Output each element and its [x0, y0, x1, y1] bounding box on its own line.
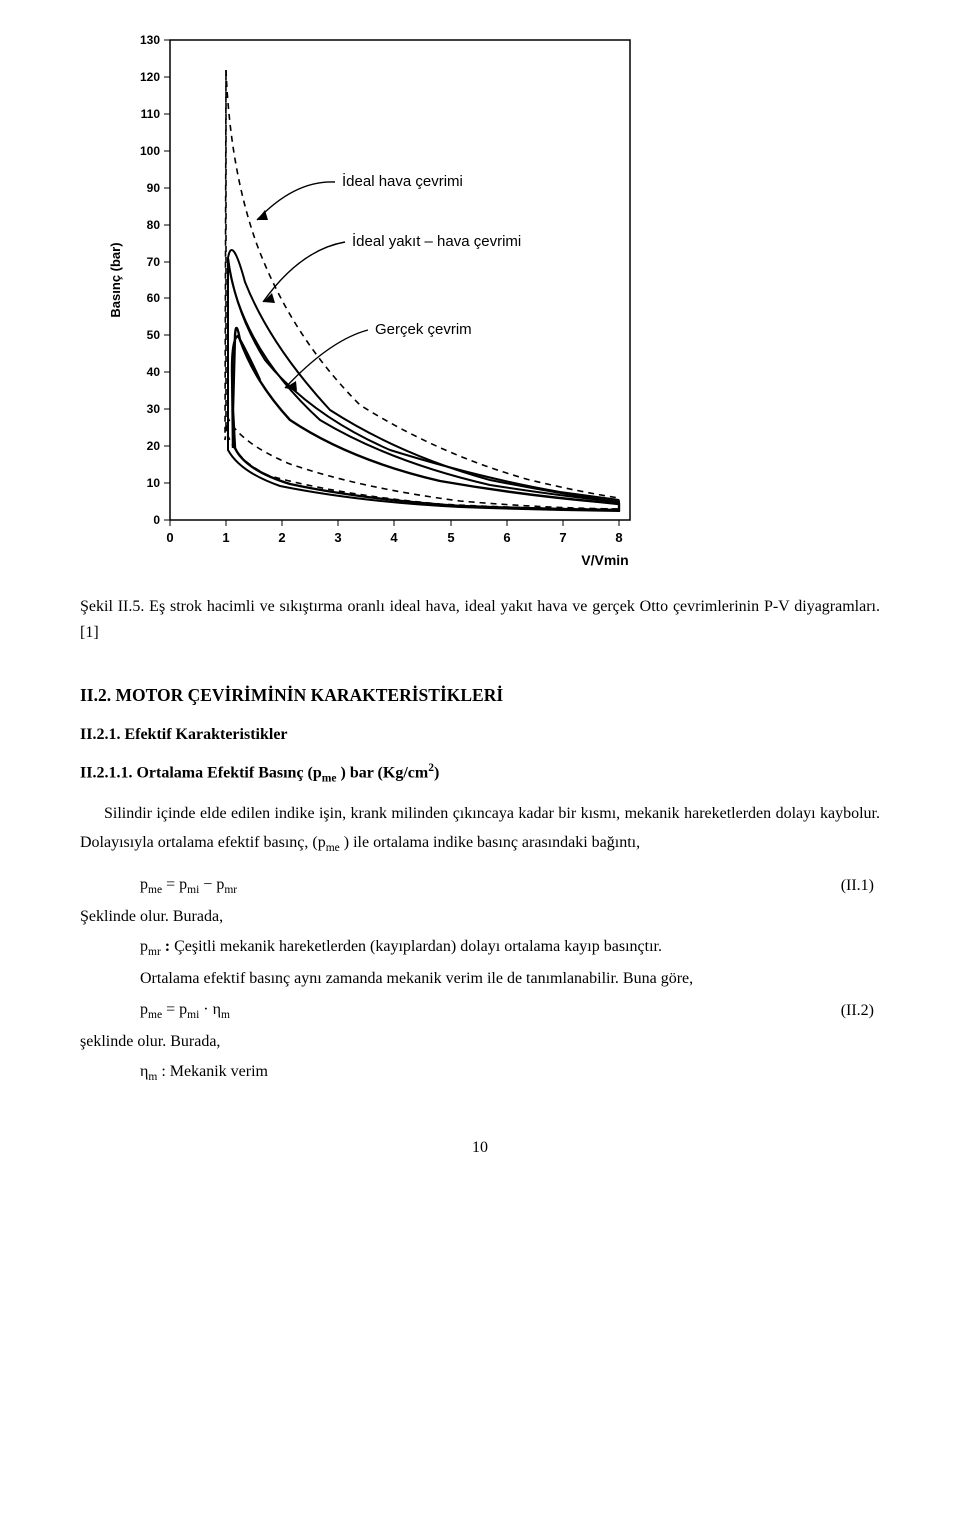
eq1-lhs-sub: me: [148, 884, 162, 896]
eq2-number: (II.2): [841, 996, 880, 1026]
etam-sub: m: [148, 1071, 157, 1083]
svg-text:100: 100: [140, 144, 160, 158]
heading-sub: II.2.1. Efektif Karakteristikler: [80, 726, 880, 744]
pmr-p: p: [140, 938, 148, 955]
svg-text:80: 80: [147, 218, 161, 232]
eq2-eta: η: [213, 1001, 221, 1018]
etam-sep: :: [157, 1063, 169, 1080]
eq1-r1-p: p: [179, 876, 187, 893]
heading-main: II.2. MOTOR ÇEVİRİMİNİN KARAKTERİSTİKLER…: [80, 685, 880, 706]
svg-text:60: 60: [147, 291, 161, 305]
after-eq1: Şeklinde olur. Burada,: [80, 902, 880, 932]
svg-text:10: 10: [147, 476, 161, 490]
paragraph-2: Ortalama efektif basınç aynı zamanda mek…: [80, 964, 880, 994]
svg-text:90: 90: [147, 181, 161, 195]
heading-sub-sub: II.2.1.1. Ortalama Efektif Basınç (pme )…: [80, 762, 880, 785]
pmr-sub: mr: [148, 946, 161, 958]
etam-definition: ηm : Mekanik verim: [80, 1057, 880, 1089]
eq2-body: pme = pmi · ηm: [140, 995, 230, 1027]
para1-cont: ) ile ortalama indike basınç arasındaki …: [340, 834, 640, 851]
svg-text:0: 0: [166, 530, 173, 545]
para1-sub: me: [326, 842, 340, 854]
pmr-definition: pmr : Çeşitli mekanik hareketlerden (kay…: [80, 932, 880, 964]
svg-text:0: 0: [153, 513, 160, 527]
svg-text:7: 7: [559, 530, 566, 545]
heading-sub-sub-mid: ) bar (Kg/cm: [337, 765, 429, 782]
svg-text:5: 5: [447, 530, 454, 545]
pmr-colon: :: [161, 938, 174, 955]
eq1-equals: =: [162, 876, 179, 893]
page-number: 10: [80, 1139, 880, 1157]
eq1-minus: −: [199, 876, 216, 893]
svg-text:3: 3: [334, 530, 341, 545]
heading-sub-sub-suffix: ): [434, 765, 439, 782]
svg-text:20: 20: [147, 439, 161, 453]
eq2-eta-sub: m: [221, 1009, 230, 1021]
eq1-r1-sub: mi: [187, 884, 199, 896]
pv-diagram-container: 0 1 2 3 4 5 6 7 8: [60, 20, 880, 580]
eq1-body: pme = pmi − pmr: [140, 870, 237, 902]
equation-1: pme = pmi − pmr (II.1): [80, 870, 880, 902]
eq2-dot: ·: [199, 1001, 212, 1018]
svg-text:110: 110: [141, 107, 161, 121]
svg-text:120: 120: [140, 70, 160, 84]
paragraph-1: Silindir içinde elde edilen indike işin,…: [80, 799, 880, 860]
eq2-r1-sub: mi: [187, 1009, 199, 1021]
etam-desc: Mekanik verim: [170, 1063, 268, 1080]
x-axis-label: V/Vmin: [581, 552, 628, 568]
label-ideal-air: İdeal hava çevrimi: [342, 172, 463, 190]
svg-text:8: 8: [615, 530, 622, 545]
svg-text:130: 130: [140, 33, 160, 47]
eq1-r2-sub: mr: [224, 884, 237, 896]
y-axis-label: Basınç (bar): [108, 242, 123, 317]
figure-caption: Şekil II.5. Eş strok hacimli ve sıkıştır…: [80, 594, 880, 645]
eq2-lhs-sub: me: [148, 1009, 162, 1021]
pmr-desc: Çeşitli mekanik hareketlerden (kayıplard…: [174, 938, 662, 955]
equation-2: pme = pmi · ηm (II.2): [80, 995, 880, 1027]
eq1-number: (II.1): [841, 871, 880, 901]
pv-diagram-chart: 0 1 2 3 4 5 6 7 8: [60, 20, 680, 580]
eq1-lhs-p: p: [140, 876, 148, 893]
svg-text:50: 50: [147, 328, 161, 342]
svg-text:1: 1: [222, 530, 229, 545]
svg-text:2: 2: [278, 530, 285, 545]
heading-sub-sub-prefix: II.2.1.1. Ortalama Efektif Basınç (p: [80, 765, 322, 782]
svg-text:6: 6: [503, 530, 510, 545]
page-container: 0 1 2 3 4 5 6 7 8: [0, 0, 960, 1197]
svg-text:30: 30: [147, 402, 161, 416]
svg-text:70: 70: [147, 255, 161, 269]
heading-sub-sub-subscript: me: [322, 773, 337, 785]
label-real: Gerçek çevrim: [375, 321, 472, 338]
eq2-lhs-p: p: [140, 1001, 148, 1018]
label-ideal-fuel: İdeal yakıt – hava çevrimi: [352, 232, 521, 250]
eq2-r1-p: p: [179, 1001, 187, 1018]
svg-text:4: 4: [390, 530, 398, 545]
svg-text:40: 40: [147, 365, 161, 379]
after-eq2: şeklinde olur. Burada,: [80, 1027, 880, 1057]
eq2-equals: =: [162, 1001, 179, 1018]
